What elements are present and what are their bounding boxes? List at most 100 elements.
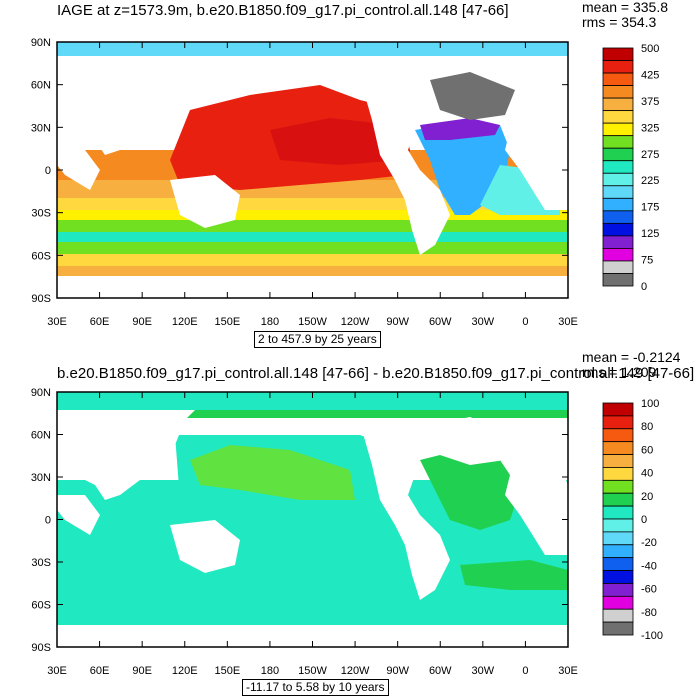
colorbar-swatch	[602, 235, 634, 249]
lon-label: 60W	[429, 316, 452, 328]
lat-label: 30S	[31, 557, 51, 569]
colorbar-swatch	[602, 479, 634, 494]
colorbar-swatch	[602, 428, 634, 443]
panel1-title: IAGE at z=1573.9m, b.e20.B1850.f09_g17.p…	[57, 2, 509, 19]
colorbar-swatch	[602, 60, 634, 74]
diff-asia-land	[57, 410, 195, 500]
lat-label: 60S	[31, 600, 51, 612]
lon-label: 180	[261, 665, 279, 677]
colorbar-label: -100	[641, 630, 663, 642]
panel1-colorbar: 500 425 375 325 275 225 175 125 75 0	[602, 43, 659, 293]
americas-land	[362, 82, 450, 255]
diff-australia-land	[170, 520, 240, 573]
panel1-axes: 90N 60N 30N 0 30S 60S 90S 30E 60E 90E 120E 150E 180 1…	[31, 37, 578, 328]
diff-greenland-land	[430, 417, 515, 465]
panel2-mean: mean = -0.2124	[582, 349, 681, 365]
colorbar-swatch	[602, 260, 634, 274]
southern-band-6	[57, 254, 568, 266]
colorbar-swatch	[602, 415, 634, 430]
panel1-contour-info: 2 to 457.9 by 25 years	[254, 331, 381, 348]
southern-band-5	[57, 242, 568, 254]
africa-east-land	[57, 150, 100, 190]
southern-band-7	[57, 266, 568, 276]
colorbar-label: 325	[641, 122, 659, 134]
lat-label: 60N	[31, 430, 51, 442]
southern-band-4	[57, 232, 568, 242]
panel2-contour-info: -11.17 to 5.58 by 10 years	[242, 679, 389, 696]
lat-label: 90N	[31, 37, 51, 49]
lon-label: 60E	[90, 316, 110, 328]
lon-label: 30E	[558, 665, 578, 677]
lat-label: 90S	[31, 642, 51, 654]
lon-label: 90E	[132, 665, 152, 677]
colorbar-swatch	[602, 122, 634, 137]
atlantic-deep-water	[415, 120, 510, 215]
lat-label: 30S	[31, 208, 51, 220]
lon-label: 150E	[214, 665, 240, 677]
colorbar-label: 75	[641, 255, 653, 267]
colorbar-swatch	[602, 185, 634, 199]
lon-label: 90W	[386, 316, 409, 328]
diff-americas-land	[362, 427, 450, 600]
colorbar-swatch	[602, 492, 634, 507]
pacific-core	[270, 118, 400, 165]
diff-south-atlantic-positive	[460, 560, 568, 590]
colorbar-swatch	[602, 570, 634, 584]
lat-label: 30N	[31, 472, 51, 484]
colorbar-swatch	[602, 172, 634, 187]
lon-label: 30E	[47, 316, 67, 328]
colorbar-label: 125	[641, 228, 659, 240]
lon-label: 180	[261, 316, 279, 328]
lon-label: 120W	[341, 665, 370, 677]
colorbar-swatch	[602, 518, 634, 533]
colorbar-swatch	[602, 583, 634, 597]
lon-label: 120E	[172, 316, 198, 328]
colorbar-swatch	[602, 160, 634, 174]
colorbar-swatch	[602, 505, 634, 520]
panel2-map: 90N 60N 30N 0 30S 60S 90S 30E 60E 90E 120E 150E 180 1…	[31, 387, 578, 677]
lat-label: 60N	[31, 80, 51, 92]
panel2-axes: 90N 60N 30N 0 30S 60S 90S 30E 60E 90E 120E 150E 180 1…	[31, 387, 578, 677]
asia-land	[57, 56, 195, 155]
lon-label: 0	[522, 316, 528, 328]
colorbar-swatch	[602, 454, 634, 468]
colorbar-swatch	[602, 621, 634, 636]
panel2-title: b.e20.B1850.f09_g17.pi_control.all.148 […	[57, 365, 695, 382]
colorbar-swatch	[602, 557, 634, 571]
africa-land	[505, 120, 568, 210]
colorbar-label: 275	[641, 149, 659, 161]
colorbar-label: 500	[641, 43, 659, 55]
lon-label: 60W	[429, 665, 452, 677]
colorbar-swatch	[602, 441, 634, 455]
panel2-colorbar: 100 80 60 40 20 0 -20 -40 -60 -80 -100	[602, 398, 663, 642]
colorbar-label: 0	[641, 514, 647, 526]
lat-label: 0	[45, 165, 51, 177]
diff-africa-east-land	[57, 495, 100, 535]
colorbar-swatch	[602, 147, 634, 162]
colorbar-swatch	[602, 197, 634, 212]
diff-north-pacific-positive	[190, 445, 355, 500]
colorbar-swatch	[602, 210, 634, 224]
colorbar-label: -80	[641, 607, 657, 619]
colorbar-label: 80	[641, 421, 653, 433]
panel1-map: 90N 60N 30N 0 30S 60S 90S 30E 60E 90E 120E 150E 180 1…	[31, 37, 578, 328]
colorbar-label: 425	[641, 69, 659, 81]
colorbar-label: 0	[641, 281, 647, 293]
southern-band-2	[57, 210, 568, 220]
lon-label: 0	[522, 665, 528, 677]
southern-band-3	[57, 220, 568, 232]
panel1-mean: mean = 335.8	[582, 0, 669, 15]
colorbar-swatch	[602, 47, 634, 61]
north-atlantic-purple	[420, 118, 500, 140]
lon-label: 120W	[341, 316, 370, 328]
colorbar-swatch	[602, 110, 634, 124]
lon-label: 30E	[558, 316, 578, 328]
lon-label: 120E	[172, 665, 198, 677]
lon-label: 90E	[132, 316, 152, 328]
lat-label: 90S	[31, 293, 51, 305]
lat-label: 60S	[31, 250, 51, 262]
colorbar-label: 60	[641, 444, 653, 456]
panel2-rms: rms = 1.209	[582, 364, 657, 380]
australia-land	[170, 175, 240, 228]
colorbar-swatch	[602, 608, 634, 623]
